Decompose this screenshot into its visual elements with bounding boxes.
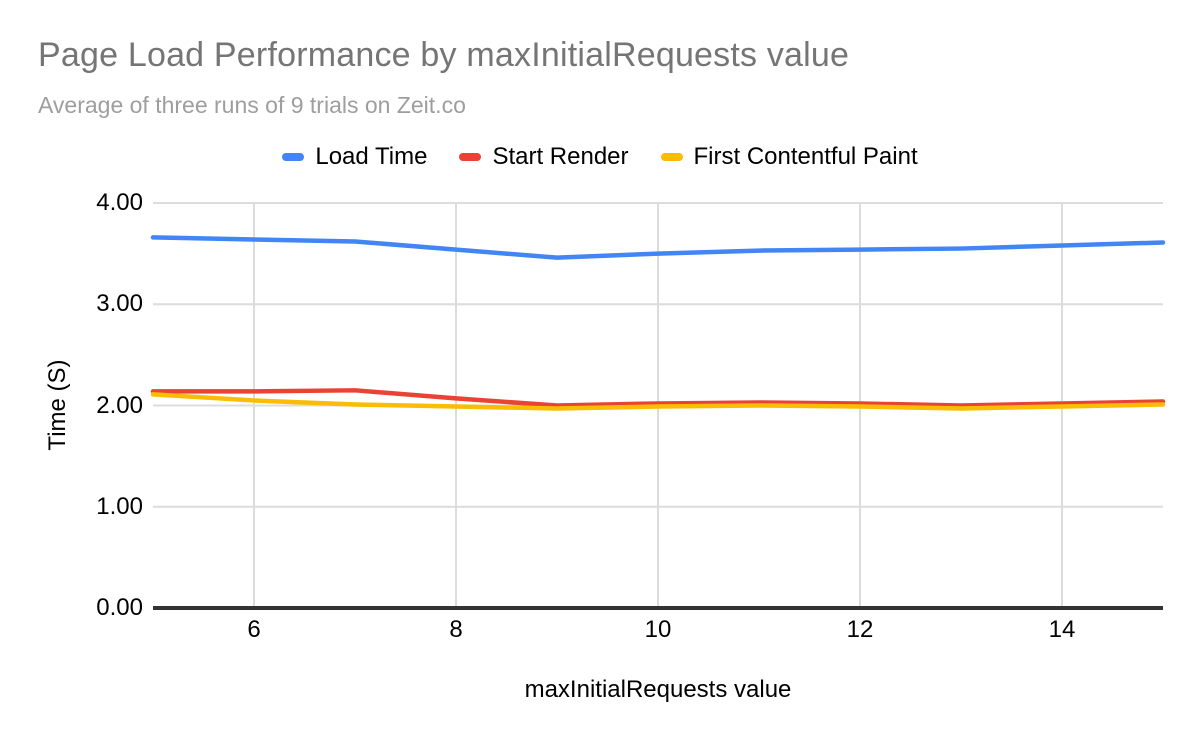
legend: Load Time Start Render First Contentful … [0,143,1200,171]
y-axis-title: Time (S) [44,359,71,451]
x-tick-label: 6 [247,616,261,643]
start-render-line [150,388,1166,408]
legend-item-first-contentful-paint: First Contentful Paint [660,143,918,171]
legend-item-load-time: Load Time [282,143,427,171]
plot-area [150,202,1166,610]
start-render-swatch-icon [459,153,482,161]
y-tick-label: 1.00 [96,493,143,520]
x-tick-label: 10 [644,616,672,643]
y-tick-label: 2.00 [96,392,143,419]
legend-item-start-render: Start Render [459,143,629,171]
legend-label: Start Render [492,143,629,170]
x-tick-label: 14 [1048,616,1076,643]
load-time-line [150,235,1166,260]
chart-subtitle: Average of three runs of 9 trials on Zei… [38,92,466,118]
y-tick-label: 3.00 [96,290,143,317]
first-contentful-paint-swatch-icon [660,153,683,161]
x-tick-label: 12 [846,616,874,643]
y-tick-label: 4.00 [96,189,143,216]
x-axis-title: maxInitialRequests value [524,676,792,703]
legend-label: First Contentful Paint [693,143,918,170]
first-contentful-paint-line [150,392,1166,411]
y-tick-label: 0.00 [96,594,143,621]
legend-label: Load Time [315,143,428,170]
x-tick-label: 8 [449,616,463,643]
load-time-swatch-icon [282,153,305,161]
chart-title: Page Load Performance by maxInitialReque… [38,36,850,74]
